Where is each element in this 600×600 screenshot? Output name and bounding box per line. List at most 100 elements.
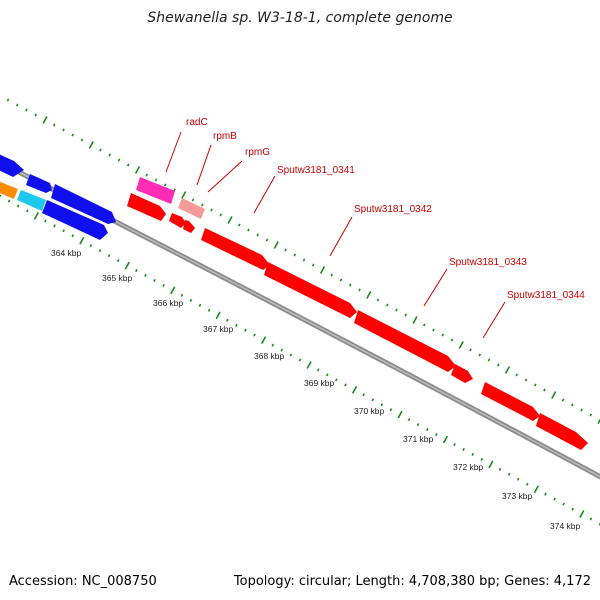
minor-tick xyxy=(407,418,411,422)
minor-tick xyxy=(515,373,519,377)
minor-tick xyxy=(453,442,456,447)
minor-tick xyxy=(34,113,38,117)
minor-tick xyxy=(422,323,426,327)
minor-tick xyxy=(0,194,2,198)
minor-tick xyxy=(107,254,111,258)
major-tick xyxy=(273,241,279,249)
ruler-label: 366 kbp xyxy=(153,298,184,308)
minor-tick xyxy=(289,353,293,357)
minor-tick xyxy=(543,388,546,392)
gene-blue-1[interactable] xyxy=(0,150,24,177)
minor-tick xyxy=(571,507,575,511)
gene-rpmB[interactable] xyxy=(178,198,205,219)
major-tick xyxy=(397,410,403,419)
ruler-label: 364 kbp xyxy=(51,248,82,258)
gene-red-small[interactable] xyxy=(183,220,195,233)
minor-tick xyxy=(435,433,438,437)
minor-tick xyxy=(198,303,202,307)
ruler-label: 372 kbp xyxy=(453,462,484,472)
gene-Sputw3181_0342[interactable] xyxy=(264,262,357,318)
minor-tick xyxy=(553,497,556,501)
minor-tick xyxy=(225,318,229,322)
genome-backbone xyxy=(0,159,600,480)
minor-tick xyxy=(135,269,138,273)
gene-red-a[interactable] xyxy=(127,193,166,221)
minor-tick xyxy=(362,393,365,397)
ruler-label: 374 kbp xyxy=(550,521,581,531)
major-tick xyxy=(551,391,557,399)
major-tick xyxy=(261,336,267,345)
minor-tick xyxy=(62,128,65,132)
minor-tick xyxy=(116,259,120,263)
ruler-label: 370 kbp xyxy=(354,406,385,416)
minor-tick xyxy=(108,153,112,157)
minor-tick xyxy=(247,228,250,232)
gene-red-tiny[interactable] xyxy=(451,364,473,383)
minor-tick xyxy=(330,273,334,277)
minor-tick xyxy=(180,293,184,297)
minor-tick xyxy=(480,457,484,461)
topology-info-text: Topology: circular; Length: 4,708,380 bp… xyxy=(233,574,591,589)
minor-tick xyxy=(376,298,380,302)
minor-tick xyxy=(284,248,287,252)
minor-tick xyxy=(144,273,147,278)
gene-blue-4[interactable] xyxy=(42,200,108,240)
gene-Sputw3181_0341[interactable] xyxy=(201,228,270,270)
gene-blue-2[interactable] xyxy=(26,174,52,193)
major-tick xyxy=(215,311,221,320)
minor-tick xyxy=(219,213,223,217)
minor-tick xyxy=(117,158,121,162)
ruler-label: 371 kbp xyxy=(403,434,434,444)
minor-tick xyxy=(425,428,429,432)
gene-label-radC: radC xyxy=(186,117,208,128)
minor-tick xyxy=(533,383,537,387)
gene-label-rpmB: rpmB xyxy=(213,131,237,142)
minor-tick xyxy=(348,283,352,287)
minor-tick xyxy=(371,398,375,402)
major-tick xyxy=(124,261,130,270)
accession-text: Accession: NC_008750 xyxy=(9,574,157,589)
minor-tick xyxy=(385,303,389,307)
minor-tick xyxy=(380,403,384,407)
minor-tick xyxy=(471,452,475,456)
minor-tick xyxy=(153,278,156,283)
minor-tick xyxy=(432,328,435,332)
minor-tick xyxy=(311,263,315,267)
major-tick xyxy=(319,266,326,274)
gene-label-Sputw3181_0343: Sputw3181_0343 xyxy=(449,257,527,268)
minor-tick xyxy=(302,258,306,262)
minor-tick xyxy=(498,467,502,471)
gene-rpmG[interactable] xyxy=(169,213,186,228)
minor-tick xyxy=(16,204,20,208)
minor-tick xyxy=(544,492,547,496)
minor-tick xyxy=(524,378,528,382)
minor-tick xyxy=(562,502,565,506)
minor-tick xyxy=(589,413,593,417)
major-tick xyxy=(88,141,94,149)
minor-tick xyxy=(395,308,398,312)
gene-radC[interactable] xyxy=(136,177,175,204)
minor-tick xyxy=(98,249,102,253)
minor-tick xyxy=(145,173,149,177)
minor-tick xyxy=(62,229,65,233)
minor-tick xyxy=(244,328,247,332)
major-tick xyxy=(170,286,176,295)
gene-Sputw3181_0343[interactable] xyxy=(354,310,456,372)
gene-Sputw3181_0344[interactable] xyxy=(536,413,588,450)
minor-tick xyxy=(200,203,204,207)
inner-tick-ring xyxy=(0,194,600,526)
major-tick xyxy=(33,211,39,220)
minor-tick xyxy=(237,223,241,227)
minor-tick xyxy=(280,348,284,352)
gene-red-b[interactable] xyxy=(481,382,540,421)
gene-label-Sputw3181_0342: Sputw3181_0342 xyxy=(354,204,432,215)
minor-tick xyxy=(462,447,465,451)
minor-tick xyxy=(298,358,302,362)
gene-cyan[interactable] xyxy=(17,190,46,211)
ruler-label: 367 kbp xyxy=(203,324,234,334)
minor-tick xyxy=(235,323,238,327)
gene-orange[interactable] xyxy=(0,178,18,199)
minor-tick xyxy=(163,183,167,187)
gene-blue-3[interactable] xyxy=(51,184,116,224)
